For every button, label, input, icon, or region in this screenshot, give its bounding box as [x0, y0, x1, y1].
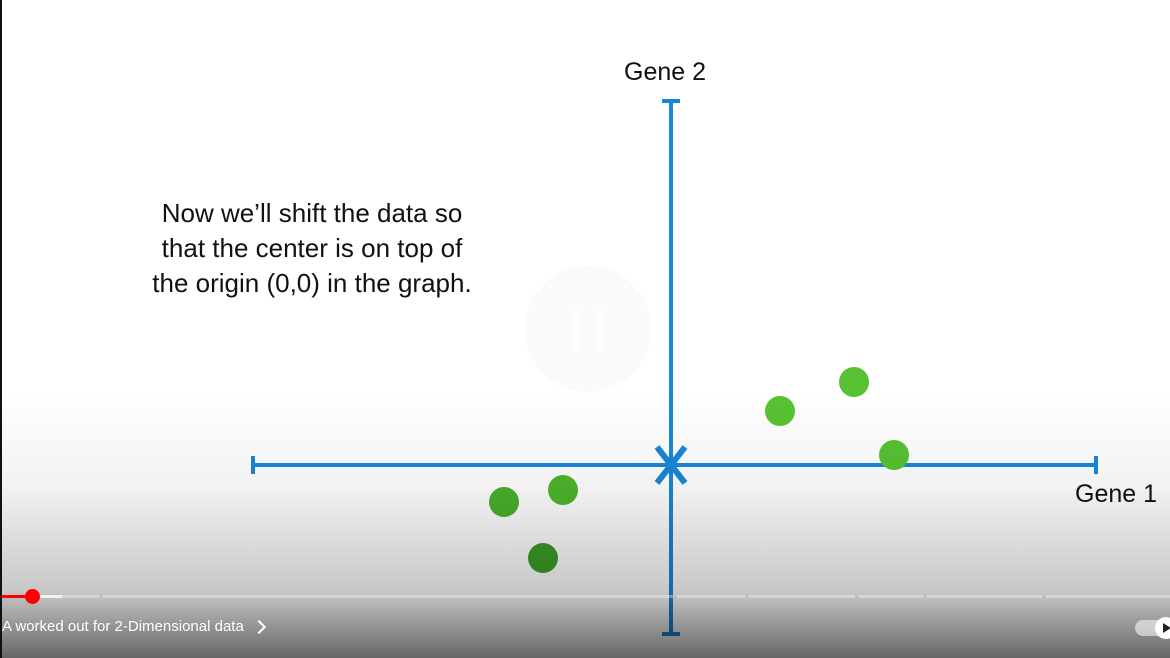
- slide-caption: Now we’ll shift the data so that the cen…: [112, 196, 512, 301]
- chapter-segment: [1046, 595, 1170, 598]
- data-point: [528, 543, 558, 573]
- caption-line: Now we’ll shift the data so: [161, 198, 463, 228]
- progress-played: [2, 595, 33, 598]
- chapter-segment: [677, 595, 745, 598]
- chapter-segment: [103, 595, 673, 598]
- chapter-segment: [927, 595, 1042, 598]
- caption-line: that the center is on top of: [161, 233, 463, 263]
- data-point: [879, 440, 909, 470]
- y-axis-label: Gene 2: [624, 58, 707, 86]
- autoplay-toggle[interactable]: [1135, 617, 1170, 639]
- data-point: [548, 475, 578, 505]
- chevron-right-icon: [251, 619, 266, 634]
- chapter-segment: [749, 595, 855, 598]
- play-icon: [1155, 617, 1170, 639]
- caption-line: the origin (0,0) in the graph.: [152, 268, 472, 298]
- pause-icon[interactable]: [525, 266, 651, 392]
- pause-bar: [571, 309, 581, 349]
- x-axis-label: Gene 1: [1075, 480, 1158, 508]
- chapter-title-button[interactable]: A worked out for 2-Dimensional data: [2, 618, 266, 635]
- progress-scrubber[interactable]: [25, 589, 41, 604]
- chapter-title: A worked out for 2-Dimensional data: [2, 618, 244, 635]
- data-point: [765, 396, 795, 426]
- pause-bar: [595, 309, 605, 349]
- progress-bar[interactable]: [2, 595, 1170, 598]
- chapter-segment: [859, 595, 923, 598]
- progress-buffered: [32, 595, 62, 598]
- data-point: [839, 367, 869, 397]
- data-point: [489, 487, 519, 517]
